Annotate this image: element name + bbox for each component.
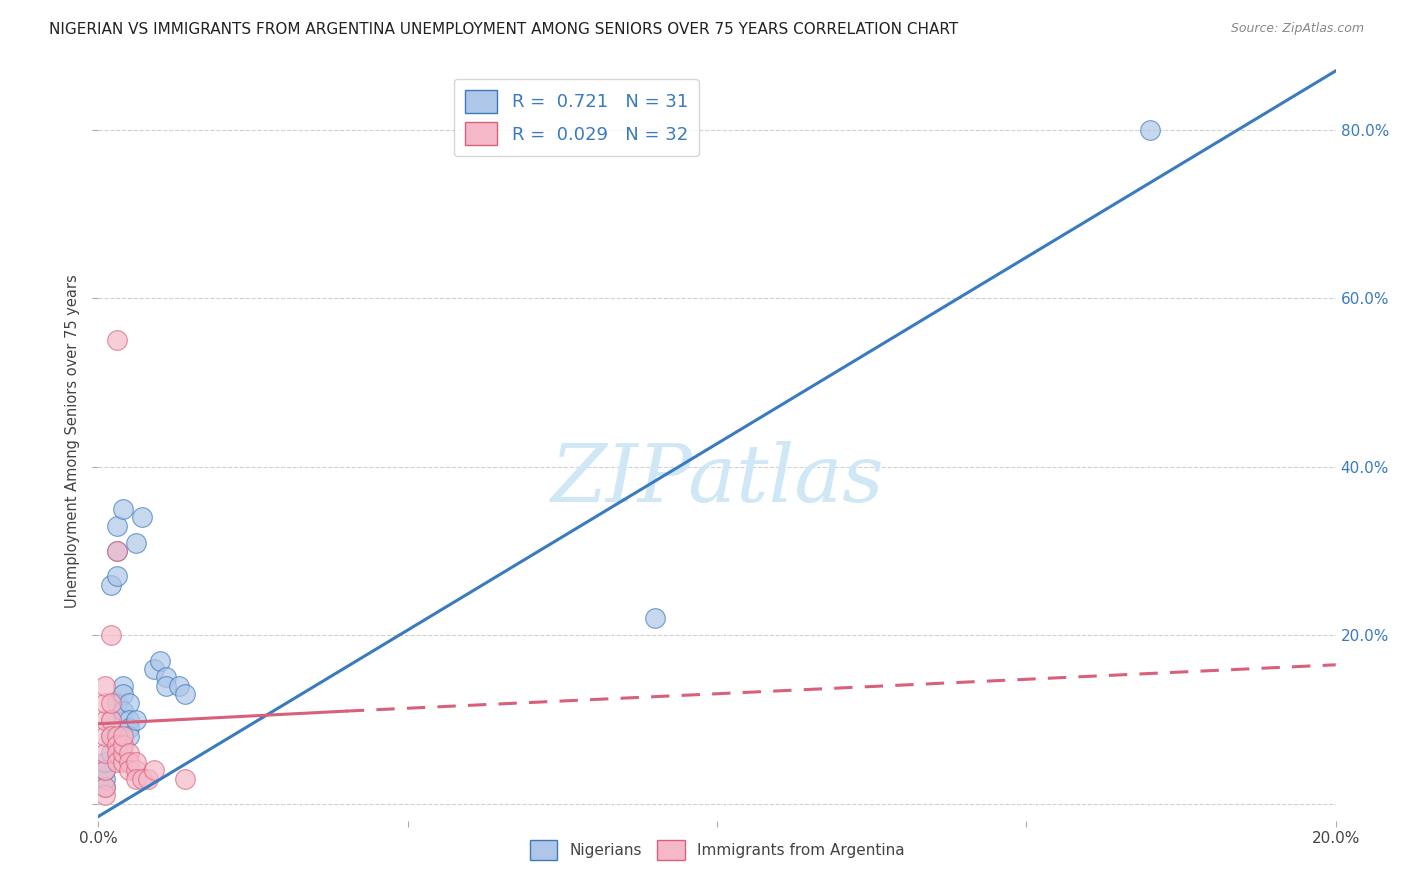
Point	[112, 730, 135, 744]
Point	[143, 763, 166, 777]
Point	[100, 696, 122, 710]
Text: Source: ZipAtlas.com: Source: ZipAtlas.com	[1230, 22, 1364, 36]
Point	[143, 662, 166, 676]
Point	[100, 628, 122, 642]
Legend: Nigerians, Immigrants from Argentina: Nigerians, Immigrants from Argentina	[523, 834, 911, 866]
Text: NIGERIAN VS IMMIGRANTS FROM ARGENTINA UNEMPLOYMENT AMONG SENIORS OVER 75 YEARS C: NIGERIAN VS IMMIGRANTS FROM ARGENTINA UN…	[49, 22, 959, 37]
Point	[118, 746, 141, 760]
Point	[93, 746, 115, 760]
Point	[105, 518, 128, 533]
Point	[93, 772, 115, 786]
Point	[93, 755, 115, 769]
Point	[118, 730, 141, 744]
Point	[112, 687, 135, 701]
Point	[105, 738, 128, 752]
Point	[93, 730, 115, 744]
Point	[118, 696, 141, 710]
Point	[124, 772, 146, 786]
Point	[112, 738, 135, 752]
Point	[131, 510, 153, 524]
Point	[136, 772, 159, 786]
Point	[105, 544, 128, 558]
Point	[100, 730, 122, 744]
Point	[105, 696, 128, 710]
Point	[100, 713, 122, 727]
Point	[112, 502, 135, 516]
Point	[100, 578, 122, 592]
Point	[124, 713, 146, 727]
Point	[155, 679, 177, 693]
Text: ZIPatlas: ZIPatlas	[550, 441, 884, 518]
Point	[118, 755, 141, 769]
Point	[112, 755, 135, 769]
Point	[112, 704, 135, 718]
Point	[93, 780, 115, 794]
Point	[100, 713, 122, 727]
Point	[105, 334, 128, 348]
Point	[174, 772, 197, 786]
Point	[100, 730, 122, 744]
Point	[93, 763, 115, 777]
Point	[124, 763, 146, 777]
Point	[93, 696, 115, 710]
Point	[100, 746, 122, 760]
Point	[131, 772, 153, 786]
Point	[118, 763, 141, 777]
Point	[149, 654, 172, 668]
Point	[112, 746, 135, 760]
Point	[167, 679, 190, 693]
Point	[118, 721, 141, 735]
Point	[1139, 123, 1161, 137]
Point	[93, 763, 115, 777]
Point	[93, 780, 115, 794]
Point	[112, 679, 135, 693]
Point	[105, 746, 128, 760]
Point	[105, 730, 128, 744]
Point	[105, 569, 128, 583]
Point	[93, 713, 115, 727]
Point	[118, 713, 141, 727]
Point	[93, 679, 115, 693]
Point	[105, 544, 128, 558]
Point	[124, 755, 146, 769]
Point	[174, 687, 197, 701]
Point	[124, 535, 146, 549]
Point	[105, 755, 128, 769]
Point	[93, 789, 115, 803]
Point	[155, 670, 177, 684]
Point	[644, 611, 666, 625]
Y-axis label: Unemployment Among Seniors over 75 years: Unemployment Among Seniors over 75 years	[65, 275, 80, 608]
